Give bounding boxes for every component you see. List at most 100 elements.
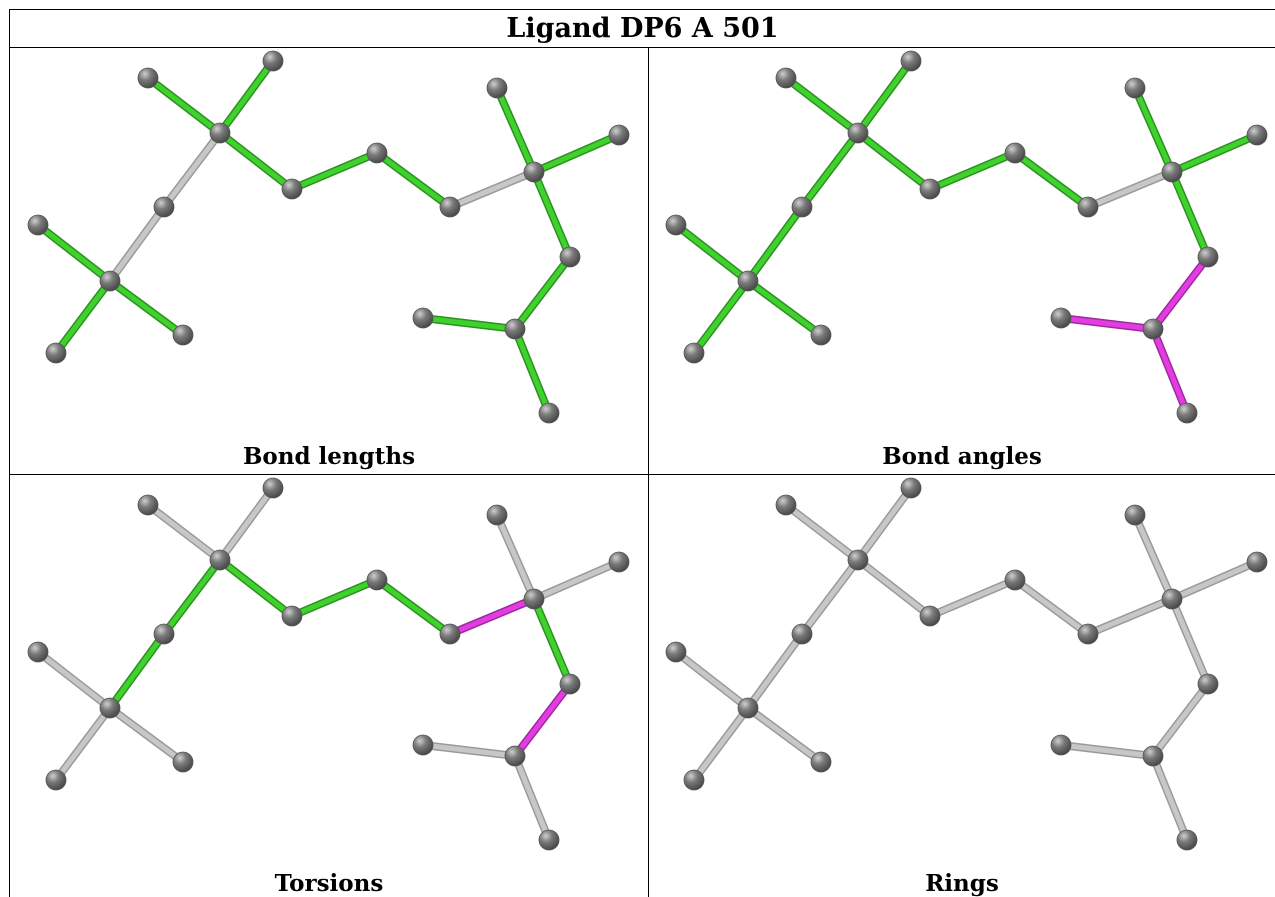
highlighted-bond — [35, 222, 113, 284]
atom — [523, 588, 545, 610]
bond — [855, 557, 933, 619]
atom — [486, 77, 508, 99]
highlighted-bond — [855, 58, 914, 136]
atom — [412, 734, 434, 756]
atom — [791, 196, 813, 218]
highlighted-bond — [927, 150, 1018, 192]
atom — [1077, 623, 1099, 645]
highlighted-bond — [799, 130, 861, 210]
atom — [1161, 588, 1183, 610]
outlier-bond — [447, 596, 537, 637]
bond — [799, 557, 861, 637]
atom — [366, 569, 388, 591]
outlier-bond — [1058, 315, 1156, 332]
highlighted-bond — [745, 204, 805, 284]
highlighted-bond — [512, 326, 552, 416]
highlighted-bond — [217, 557, 295, 619]
atom — [262, 477, 284, 499]
bond — [531, 559, 622, 602]
atom — [1050, 307, 1072, 329]
highlighted-bond — [217, 58, 276, 136]
molecule-bond-lengths — [27, 50, 630, 424]
atom — [1197, 673, 1219, 695]
atom — [1142, 745, 1164, 767]
bond — [53, 705, 113, 783]
bond — [1150, 753, 1190, 843]
atom — [99, 697, 121, 719]
torsions-panel — [0, 427, 648, 897]
highlighted-bond — [1012, 150, 1091, 210]
atom — [1004, 142, 1026, 164]
bond — [1150, 681, 1211, 759]
bond — [1169, 559, 1260, 602]
atom — [1124, 77, 1146, 99]
atom — [262, 50, 284, 72]
highlighted-bond — [691, 278, 751, 356]
atom — [209, 549, 231, 571]
atom — [919, 605, 941, 627]
highlighted-bond — [374, 150, 453, 210]
bond-angles-panel — [638, 0, 1275, 474]
highlighted-bond — [1169, 169, 1211, 260]
highlighted-bond — [1169, 132, 1260, 175]
atom — [281, 178, 303, 200]
bond — [1085, 169, 1175, 210]
atom — [439, 196, 461, 218]
bond — [783, 502, 861, 563]
atom — [1124, 504, 1146, 526]
atom — [366, 142, 388, 164]
highlighted-bond — [374, 577, 453, 637]
atom — [683, 769, 705, 791]
atom — [27, 641, 49, 663]
atom — [775, 494, 797, 516]
atom — [1246, 551, 1268, 573]
highlighted-bond — [145, 75, 223, 136]
atom — [1004, 569, 1026, 591]
atom — [665, 214, 687, 236]
atom — [810, 324, 832, 346]
atom — [538, 829, 560, 851]
highlighted-bond — [855, 130, 933, 192]
bond — [447, 169, 537, 210]
atom — [209, 122, 231, 144]
caption-torsions: Torsions — [274, 870, 384, 897]
atom — [900, 50, 922, 72]
bond — [745, 631, 805, 711]
bond — [512, 753, 552, 843]
highlighted-bond — [289, 577, 380, 619]
highlighted-bond — [107, 278, 186, 338]
bond — [107, 204, 167, 284]
bond — [1058, 742, 1156, 759]
bond — [107, 705, 186, 765]
atom — [847, 549, 869, 571]
bond — [1012, 577, 1091, 637]
atom — [608, 551, 630, 573]
rings-panel — [638, 427, 1275, 897]
bond — [855, 485, 914, 563]
atom — [775, 67, 797, 89]
atom — [153, 623, 175, 645]
bond — [217, 485, 276, 563]
caption-bond-angles: Bond angles — [882, 443, 1042, 470]
highlighted-bond — [745, 278, 824, 338]
bond — [145, 502, 223, 563]
highlighted-bond — [1132, 85, 1175, 175]
atom — [737, 270, 759, 292]
bond — [161, 130, 223, 210]
atom — [1246, 124, 1268, 146]
caption-rings: Rings — [925, 870, 999, 897]
bond — [1085, 596, 1175, 637]
atom — [27, 214, 49, 236]
atom — [153, 196, 175, 218]
atom — [1077, 196, 1099, 218]
highlighted-bond — [107, 631, 167, 711]
atom — [559, 673, 581, 695]
page-title: Ligand DP6 A 501 — [9, 9, 1275, 47]
atom — [45, 342, 67, 364]
highlighted-bond — [289, 150, 380, 192]
atom — [172, 324, 194, 346]
highlighted-bond — [673, 222, 751, 284]
bond — [927, 577, 1018, 619]
atom — [486, 504, 508, 526]
